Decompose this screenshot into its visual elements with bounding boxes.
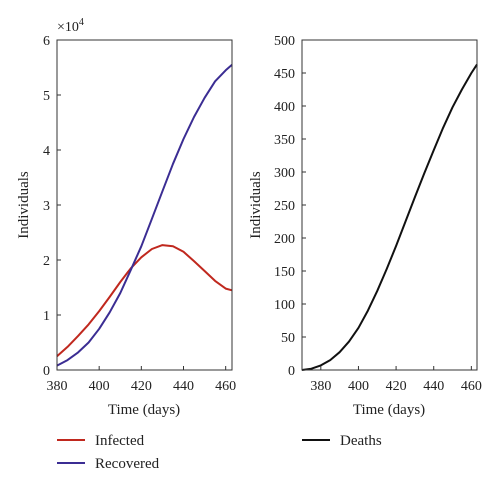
left-series-layer xyxy=(56,64,233,367)
y-multiplier-label: ×104 xyxy=(57,17,84,35)
legend-label-infected: Infected xyxy=(95,433,145,449)
x-tick-label: 440 xyxy=(423,379,444,394)
x-tick-label: 380 xyxy=(310,379,331,394)
x-tick-label: 400 xyxy=(348,379,369,394)
right-x-axis-label: Time (days) xyxy=(353,402,425,418)
y-tick-label: 500 xyxy=(274,34,295,49)
legend-item-deaths: Deaths xyxy=(302,433,382,449)
y-tick-label: 3 xyxy=(43,199,50,214)
y-tick-label: 450 xyxy=(274,67,295,82)
legend-label-recovered: Recovered xyxy=(95,456,160,472)
legend-item-infected: Infected xyxy=(57,433,145,449)
y-tick-label: 0 xyxy=(43,364,50,379)
right-series-layer xyxy=(301,63,478,371)
right-y-axis-label: Individuals xyxy=(248,171,264,239)
y-tick-label: 150 xyxy=(274,265,295,280)
y-tick-label: 1 xyxy=(43,309,50,324)
left-axis-ticks: 380 400 420 440 460 0 1 2 3 4 5 6 xyxy=(43,34,236,394)
y-tick-label: 2 xyxy=(43,254,50,269)
deaths-chart: 380 400 420 440 460 0 50 100 150 200 250 300 350 400 4… xyxy=(248,34,482,418)
y-tick-label: 50 xyxy=(281,331,295,346)
x-tick-label: 380 xyxy=(47,379,68,394)
series-line-recovered xyxy=(56,64,233,367)
left-plot-frame xyxy=(56,39,233,371)
legend-item-recovered: Recovered xyxy=(57,456,160,472)
y-tick-label: 6 xyxy=(43,34,50,49)
x-tick-label: 420 xyxy=(131,379,152,394)
right-axis-ticks: 380 400 420 440 460 0 50 100 150 200 250 300 350 400 4… xyxy=(274,34,482,394)
y-tick-label: 0 xyxy=(288,364,295,379)
x-tick-label: 420 xyxy=(386,379,407,394)
y-tick-label: 5 xyxy=(43,89,50,104)
x-tick-label: 440 xyxy=(173,379,194,394)
right-plot-frame xyxy=(301,39,478,371)
y-tick-label: 400 xyxy=(274,100,295,115)
y-tick-label: 100 xyxy=(274,298,295,313)
series-line-infected xyxy=(56,244,233,358)
y-tick-label: 300 xyxy=(274,166,295,181)
series-line-deaths xyxy=(301,63,478,371)
y-tick-label: 350 xyxy=(274,133,295,148)
y-tick-label: 250 xyxy=(274,199,295,214)
left-x-axis-label: Time (days) xyxy=(108,402,180,418)
x-tick-label: 460 xyxy=(215,379,236,394)
y-tick-label: 4 xyxy=(43,144,50,159)
legend: Infected Recovered Deaths xyxy=(57,433,382,472)
y-tick-label: 200 xyxy=(274,232,295,247)
left-y-axis-label: Individuals xyxy=(16,171,32,239)
x-tick-label: 400 xyxy=(89,379,110,394)
x-tick-label: 460 xyxy=(461,379,482,394)
legend-label-deaths: Deaths xyxy=(340,433,382,449)
